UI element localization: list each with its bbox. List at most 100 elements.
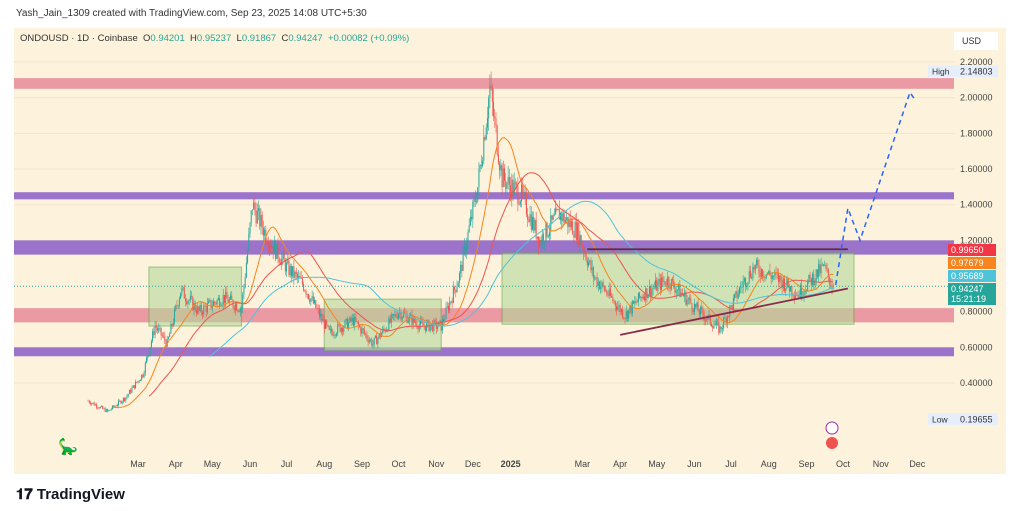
candle-body: [508, 176, 510, 186]
candle-body: [261, 214, 263, 228]
candle-body: [247, 250, 249, 263]
x-tick-label: Oct: [836, 459, 851, 469]
candle-body: [328, 326, 330, 330]
candle-body: [167, 337, 169, 339]
x-tick-label: Apr: [613, 459, 627, 469]
candle-body: [342, 328, 344, 332]
candle-body: [99, 406, 101, 409]
candle-body: [368, 340, 370, 343]
candle-body: [678, 284, 680, 290]
candle-body: [98, 407, 100, 409]
candle-body: [183, 287, 185, 299]
candle-body: [237, 310, 239, 312]
candle-body: [331, 328, 333, 333]
candle-body: [281, 258, 283, 265]
projection-path: [834, 90, 917, 286]
candle-body: [779, 275, 781, 282]
candle-body: [118, 400, 120, 405]
candle-body: [92, 402, 94, 404]
candle-body: [374, 335, 376, 338]
candle-body: [799, 285, 801, 298]
candle-body: [788, 286, 790, 292]
candle-body: [623, 317, 625, 319]
candle-body: [768, 270, 770, 274]
candle-body: [390, 314, 392, 323]
candle-body: [596, 277, 598, 286]
x-tick-label: Mar: [130, 459, 146, 469]
candle-body: [763, 277, 765, 278]
y-tick-label: 0.60000: [960, 342, 993, 352]
candle-body: [564, 219, 566, 223]
candle-body: [741, 287, 743, 288]
y-tick-label: 2.20000: [960, 57, 993, 67]
high-value: 2.14803: [960, 66, 993, 76]
consolidation-box: [148, 266, 243, 327]
candle-body: [325, 320, 327, 329]
candle-body: [191, 296, 193, 298]
candle-body: [474, 198, 476, 202]
candle-body: [422, 322, 424, 326]
candle-body: [702, 309, 704, 316]
candle-body: [304, 290, 306, 292]
candle-body: [270, 245, 272, 248]
candle-body: [88, 400, 90, 403]
candle-body: [499, 163, 501, 171]
candle-body: [402, 312, 404, 318]
candle-body: [602, 282, 604, 286]
candle-body: [317, 308, 319, 309]
candle-body: [569, 219, 571, 228]
candle-body: [710, 323, 712, 327]
brand-name: TradingView: [36, 486, 125, 503]
candle-body: [668, 277, 670, 287]
candle-body: [510, 185, 512, 198]
candle-body: [743, 278, 745, 282]
candle-body: [546, 222, 548, 237]
candle-body: [154, 325, 156, 335]
candle-body: [721, 328, 723, 330]
candle-body: [147, 356, 149, 358]
x-tick-label: Jul: [725, 459, 737, 469]
x-tick-label: May: [648, 459, 666, 469]
candle-body: [188, 300, 190, 302]
candle-body: [561, 213, 563, 221]
tradingview-logo[interactable]: 𝟏𝟕 TradingView: [16, 486, 125, 503]
candle-body: [826, 268, 828, 270]
candle-body: [790, 286, 792, 292]
x-tick-label: Jul: [281, 459, 293, 469]
candle-body: [709, 314, 711, 324]
candle-body: [333, 334, 335, 336]
low-label: Low: [932, 414, 948, 424]
candle-body: [120, 400, 122, 404]
candle-body: [146, 357, 148, 363]
candle-body: [700, 307, 702, 315]
candle-body: [802, 295, 804, 297]
candle-body: [152, 331, 154, 342]
candle-body: [752, 267, 754, 279]
candle-body: [672, 279, 674, 281]
candle-body: [366, 334, 368, 339]
candle-body: [549, 231, 551, 236]
candle-body: [105, 409, 107, 412]
candle-body: [708, 314, 710, 316]
candle-body: [465, 245, 467, 253]
candle-body: [310, 298, 312, 303]
candle-body: [472, 201, 474, 220]
candle-body: [753, 267, 755, 270]
candle-body: [770, 274, 772, 279]
candle-body: [735, 291, 737, 295]
candle-body: [570, 221, 572, 228]
candle-body: [466, 244, 468, 253]
candle-body: [566, 217, 568, 220]
ohlc-legend: ONDOUSD · 1D · Coinbase O0.94201 H0.9523…: [20, 33, 409, 44]
candle-body: [186, 301, 188, 305]
candle-body: [256, 211, 258, 224]
candle-body: [781, 279, 783, 289]
candle-body: [388, 318, 390, 331]
candle-body: [687, 299, 689, 300]
candle-body: [339, 325, 341, 332]
candle-body: [131, 388, 133, 393]
candle-body: [608, 288, 610, 296]
candle-body: [646, 288, 648, 299]
candle-body: [754, 264, 756, 270]
